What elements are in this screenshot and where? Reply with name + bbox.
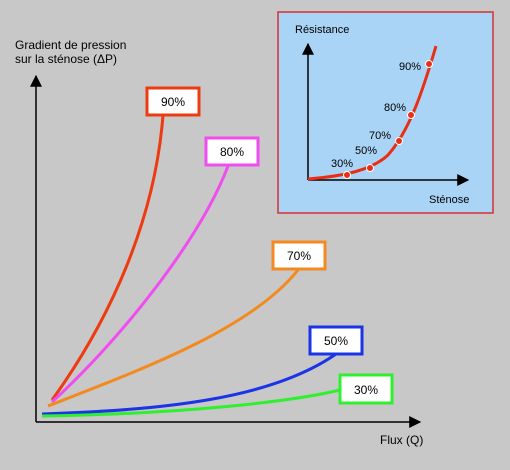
inset-curve [307, 45, 438, 181]
svg-text:30%: 30% [354, 383, 378, 397]
svg-text:80%: 80% [220, 145, 244, 159]
inset-panel: Résistance Sténose 30% 50% 70% 80% 90% [277, 11, 494, 214]
inset-label-70: 70% [369, 130, 391, 142]
label-70-box: 70% [271, 240, 327, 271]
label-80-box: 80% [204, 136, 260, 167]
inset-x-axis-label: Sténose [429, 194, 469, 206]
label-90-box: 90% [145, 86, 201, 117]
label-30-box: 30% [338, 373, 394, 405]
curve-30 [41, 388, 341, 418]
curve-80 [50, 165, 230, 404]
inset-point-80 [407, 111, 415, 119]
main-y-axis-label: Gradient de pression sur la sténose (ΔP) [15, 38, 127, 66]
inset-label-90: 90% [399, 61, 421, 73]
svg-text:70%: 70% [287, 249, 311, 263]
svg-text:50%: 50% [324, 334, 348, 348]
inset-label-80: 80% [384, 102, 406, 114]
svg-text:90%: 90% [161, 95, 185, 109]
curve-90 [50, 114, 165, 401]
label-50-box: 50% [308, 325, 364, 356]
inset-point-50 [366, 164, 374, 172]
inset-point-70 [395, 137, 403, 145]
curve-50 [41, 352, 337, 416]
main-x-axis-label: Flux (Q) [380, 433, 423, 447]
inset-y-axis-label: Résistance [295, 24, 349, 36]
curve-70 [47, 269, 300, 408]
inset-label-30: 30% [331, 158, 353, 170]
inset-point-30 [343, 171, 351, 179]
inset-label-50: 50% [355, 145, 377, 157]
inset-point-90 [425, 60, 433, 68]
